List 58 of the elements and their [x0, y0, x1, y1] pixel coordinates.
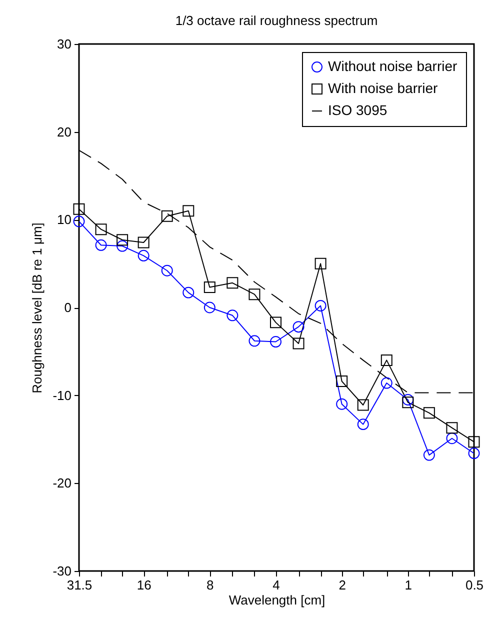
- y-tick-label: 10: [57, 212, 72, 228]
- point: [138, 236, 150, 248]
- point: [423, 407, 435, 419]
- point: [204, 302, 216, 314]
- point: [357, 418, 369, 430]
- x-tick-label: 31.5: [66, 578, 92, 592]
- point: [270, 316, 282, 328]
- point: [402, 394, 414, 406]
- y-tick-label: 30: [57, 36, 72, 52]
- x-tick-label: 8: [206, 578, 214, 592]
- point: [292, 321, 304, 333]
- point: [73, 203, 85, 215]
- point: [95, 224, 107, 236]
- point: [446, 432, 458, 444]
- legend-label: With noise barrier: [328, 80, 438, 96]
- point: [182, 205, 194, 217]
- point: [161, 264, 173, 276]
- point: [95, 239, 107, 251]
- point: [336, 398, 348, 410]
- point: [402, 396, 414, 408]
- point: [270, 336, 282, 348]
- point: [161, 210, 173, 222]
- point: [446, 422, 458, 434]
- point: [357, 399, 369, 411]
- x-tick-label: 16: [136, 578, 152, 592]
- y-tick-label: -30: [52, 564, 72, 578]
- point: [380, 354, 392, 366]
- y-axis-title: Roughness level [dB re 1 μm]: [30, 222, 45, 394]
- x-tick-label: 1: [404, 578, 412, 592]
- point: [248, 288, 260, 300]
- legend-label: Without noise barrier: [328, 58, 458, 74]
- point: [204, 282, 216, 294]
- point: [248, 335, 260, 347]
- point: [182, 286, 194, 298]
- point: [380, 377, 392, 389]
- point: [138, 250, 150, 262]
- chart-title: 1/3 octave rail roughness spectrum: [175, 13, 378, 28]
- y-tick-label: 20: [57, 124, 72, 140]
- point: [468, 436, 480, 448]
- x-tick-label: 0.5: [465, 578, 484, 592]
- point: [314, 258, 326, 270]
- point: [116, 234, 128, 246]
- x-tick-label: 4: [272, 578, 280, 592]
- x-tick-label: 2: [338, 578, 346, 592]
- point: [314, 300, 326, 312]
- point: [336, 376, 348, 388]
- y-tick-label: 0: [64, 300, 72, 315]
- y-tick-label: -10: [52, 388, 72, 403]
- point: [226, 310, 238, 322]
- point: [73, 216, 85, 228]
- x-axis-title: Wavelength [cm]: [228, 592, 326, 608]
- point: [226, 277, 238, 289]
- point: [116, 240, 128, 252]
- point: [468, 448, 480, 460]
- y-tick-label: -20: [52, 476, 72, 491]
- legend-label: ISO 3095: [328, 102, 388, 118]
- point: [423, 449, 435, 461]
- point: [292, 338, 304, 350]
